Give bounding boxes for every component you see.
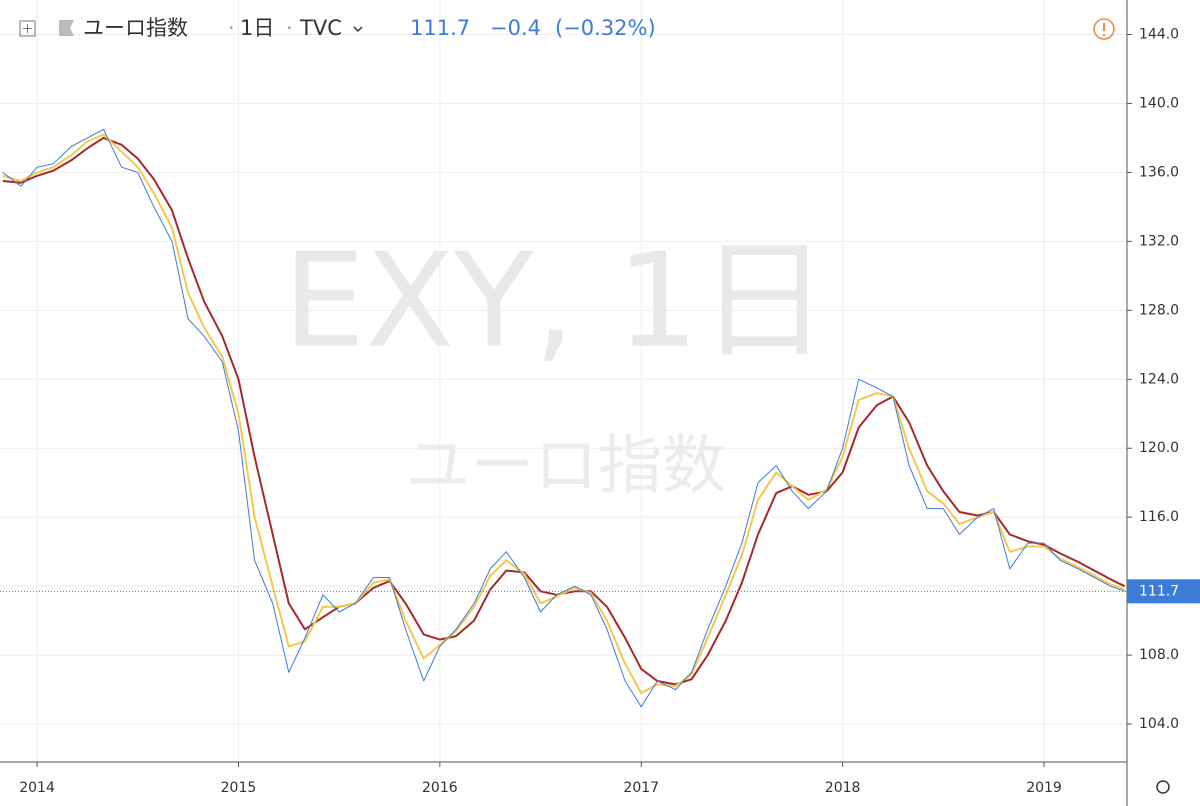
exchange[interactable]: TVC [299,16,342,40]
interval[interactable]: 1日 [240,16,274,40]
x-tick-label: 2016 [422,780,458,796]
separator: · [286,16,293,40]
price-line [2,136,1126,686]
watermark: EXY, 1日 [283,225,829,377]
x-tick-label: 2018 [825,780,861,796]
y-tick-label: 136.0 [1139,164,1179,180]
separator: · [228,16,235,40]
y-tick-label: 116.0 [1139,509,1179,525]
price-line [2,128,1125,708]
dropdown-icon[interactable] [353,26,363,33]
x-tick-label: 2017 [623,780,659,796]
y-tick-label: 128.0 [1139,302,1179,318]
flag-icon[interactable] [59,20,74,36]
y-tick-label: 140.0 [1139,95,1179,111]
plot [0,128,1127,708]
last-price-label: 111.7 [1139,583,1179,599]
x-tick-label: 2015 [221,780,257,796]
change-pct: (−0.32%) [555,16,656,40]
last-price-box [1127,579,1200,604]
y-tick-label: 120.0 [1139,440,1179,456]
symbol[interactable]: ユーロ指数 [83,16,188,40]
y-tick-label: 108.0 [1139,647,1179,663]
y-tick-label: 132.0 [1139,233,1179,249]
y-tick-label: 144.0 [1139,26,1179,42]
change: −0.4 [490,16,541,40]
price: 111.7 [410,16,470,40]
price-line [2,133,1125,694]
y-tick-label: 124.0 [1139,371,1179,387]
watermark: ユーロ指数 [406,430,726,504]
grid [0,0,1127,762]
y-tick-label: 104.0 [1139,716,1179,732]
x-tick-label: 2014 [19,780,55,796]
axes: 104.0108.0112.0116.0120.0124.0128.0132.0… [19,26,1200,796]
settings-icon[interactable] [1156,780,1170,794]
alert-icon[interactable] [1093,18,1115,40]
alert-icon [1102,33,1106,37]
add-icon[interactable] [19,20,36,37]
x-tick-label: 2019 [1026,780,1062,796]
